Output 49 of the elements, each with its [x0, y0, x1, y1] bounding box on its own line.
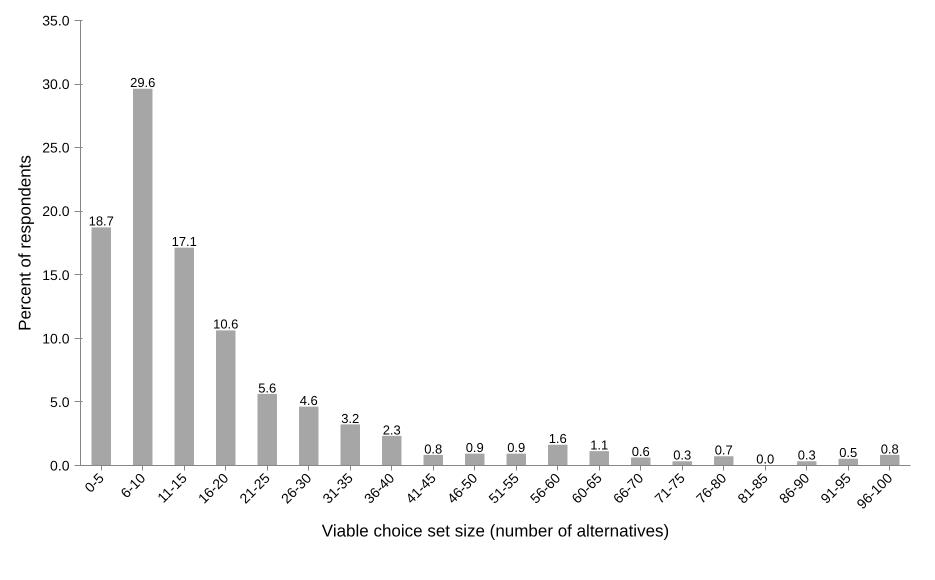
data-label: 1.1 [590, 438, 608, 453]
data-label: 3.2 [341, 410, 360, 426]
data-label: 0.8 [880, 441, 899, 456]
y-tick-label: 35.0 [42, 12, 70, 28]
bar [424, 454, 443, 466]
y-tick-label: 10.0 [42, 330, 70, 346]
y-tick-label: 20.0 [42, 203, 70, 220]
bar [631, 457, 650, 466]
data-label: 4.6 [300, 393, 318, 408]
data-label: 0.3 [673, 448, 692, 463]
bar [382, 436, 402, 466]
bar [133, 88, 152, 466]
bar [299, 406, 318, 466]
bar [216, 330, 236, 466]
data-label: 2.3 [382, 422, 401, 438]
data-label: 0.5 [839, 445, 858, 460]
data-label: 0.8 [424, 441, 442, 456]
bar [174, 248, 194, 466]
data-label: 0.7 [714, 442, 733, 458]
bar [838, 458, 858, 466]
data-label: 17.1 [172, 234, 197, 250]
data-label: 0.3 [798, 448, 816, 463]
bar [880, 454, 900, 466]
y-axis-title: Percent of respondents [15, 155, 34, 331]
y-tick-label: 30.0 [42, 76, 70, 92]
data-label: 29.6 [130, 75, 156, 90]
data-label: 18.7 [88, 214, 114, 229]
data-label: 0.0 [756, 452, 774, 466]
y-tick-label: 0.0 [50, 458, 70, 474]
bar [714, 456, 734, 466]
data-label: 5.6 [258, 380, 276, 396]
y-tick-label: 15.0 [42, 266, 70, 283]
data-label: 0.9 [507, 440, 526, 456]
bar [590, 451, 609, 466]
bar [340, 424, 360, 466]
data-label: 10.6 [213, 316, 238, 332]
bar [258, 394, 277, 466]
y-tick-label: 25.0 [42, 140, 70, 156]
y-tick-label: 5.0 [50, 394, 70, 410]
x-axis-title: Viable choice set size (number of alternatives) [322, 521, 670, 540]
bar [465, 454, 484, 466]
data-label: 0.9 [466, 440, 484, 456]
x-tick-label: 0-5 [81, 470, 108, 496]
bar [506, 454, 526, 466]
bar [548, 444, 568, 466]
data-label: 1.6 [548, 431, 567, 446]
bar [92, 227, 111, 466]
x-tick-label: 6-10 [117, 470, 149, 501]
data-label: 0.6 [632, 444, 650, 459]
